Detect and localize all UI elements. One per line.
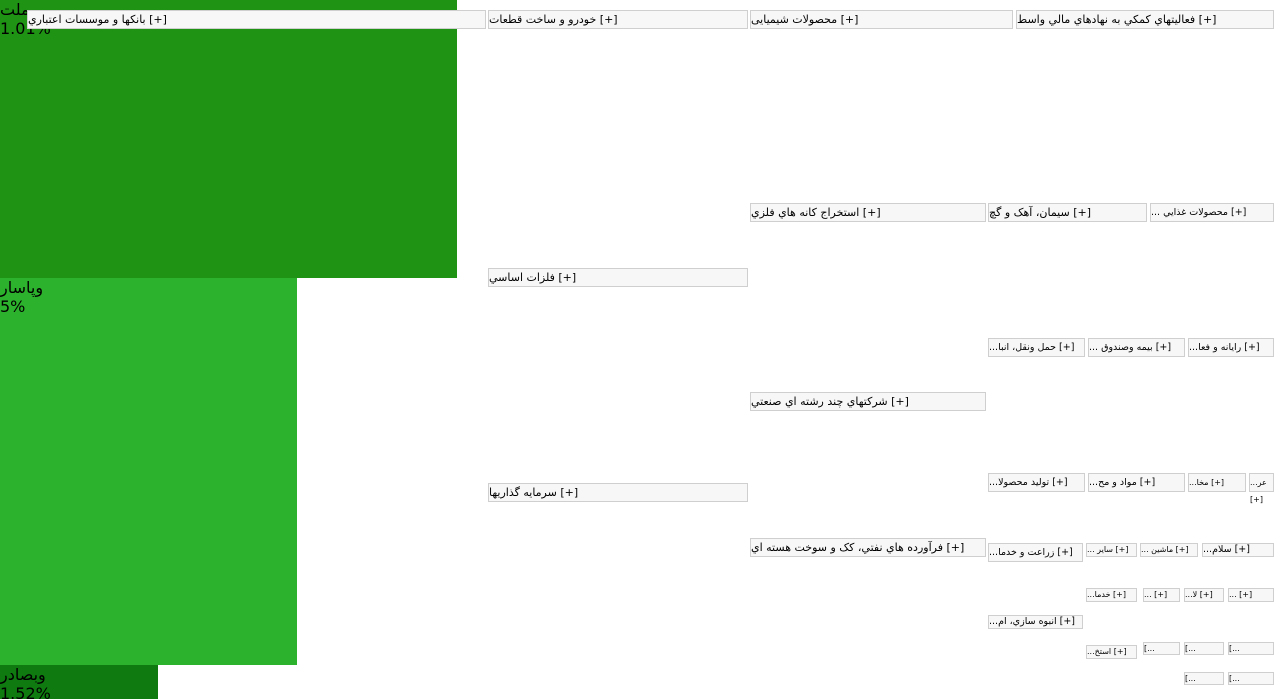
section-header[interactable]: ... محصولات غذایي [+] [1150,203,1274,222]
section-header[interactable]: ...استخ [+] [1086,645,1137,659]
section-header[interactable]: ...انبوه سازي، ام [+] [988,615,1083,629]
section-header[interactable]: سرمایه گذاریها [+] [488,483,748,502]
section-header[interactable]: سیمان، آهک و گچ [+] [988,203,1147,222]
section-header[interactable]: ...زراعت و خدما [+] [988,543,1083,562]
section-header[interactable]: ... ماشین [+] [1140,543,1198,557]
section-header[interactable]: ...حمل ونقل، انبا [+] [988,338,1085,357]
section-header[interactable]: ...مخا [+] [1188,473,1246,492]
section-header[interactable]: محصولات شیمیایی [+] [750,10,1013,29]
treemap-tile[interactable]: وبملت 1.01% [0,0,457,278]
section-header[interactable]: استخراج کانه هاي فلزي [+] [750,203,986,222]
section-header[interactable]: ... [+] [1228,588,1274,602]
section-header[interactable]: شرکتهاي چند رشته اي صنعتي [+] [750,392,986,411]
section-header[interactable]: ...خدما [+] [1086,588,1137,602]
section-header[interactable]: ... [+] [1143,588,1180,602]
section-header[interactable]: [... [1143,642,1180,655]
section-header[interactable]: ... سایر [+] [1086,543,1137,557]
section-header[interactable]: [... [1184,642,1224,655]
tile-symbol: وپاسار [0,278,44,297]
tile-change-percent: 5% [0,297,26,316]
section-header[interactable]: ... بیمه وصندوق [+] [1088,338,1185,357]
tile-symbol: وبصادر [0,665,46,684]
section-header[interactable]: ...سلام [+] [1202,543,1274,557]
section-header[interactable]: [... [1228,642,1274,655]
section-header[interactable]: ...رایانه و فعا [+] [1188,338,1274,357]
treemap-tile[interactable]: وپاسار 5% [0,278,297,665]
section-header[interactable]: فلزات اساسي [+] [488,268,748,287]
section-header[interactable]: بانکها و موسسات اعتباري [+] [27,10,486,29]
section-header[interactable]: ...مواد و مح [+] [1088,473,1185,492]
section-header[interactable]: [... [1184,672,1224,685]
section-header[interactable]: ...تولید محصولا [+] [988,473,1085,492]
section-header[interactable]: فرآورده هاي نفتي، کک و سوخت هسته اي [+] [750,538,986,557]
section-header[interactable]: ...لا [+] [1184,588,1224,602]
section-header[interactable]: خودرو و ساخت قطعات [+] [488,10,748,29]
treemap-tile[interactable]: وبصادر 1.52% [0,665,158,699]
tile-change-percent: 1.52% [0,684,51,699]
section-header[interactable]: [... [1228,672,1274,685]
section-header[interactable]: ...عر [+] [1249,473,1274,504]
section-header[interactable]: فعالیتهاي کمکي به نهادهاي مالي واسط [+] [1016,10,1274,29]
